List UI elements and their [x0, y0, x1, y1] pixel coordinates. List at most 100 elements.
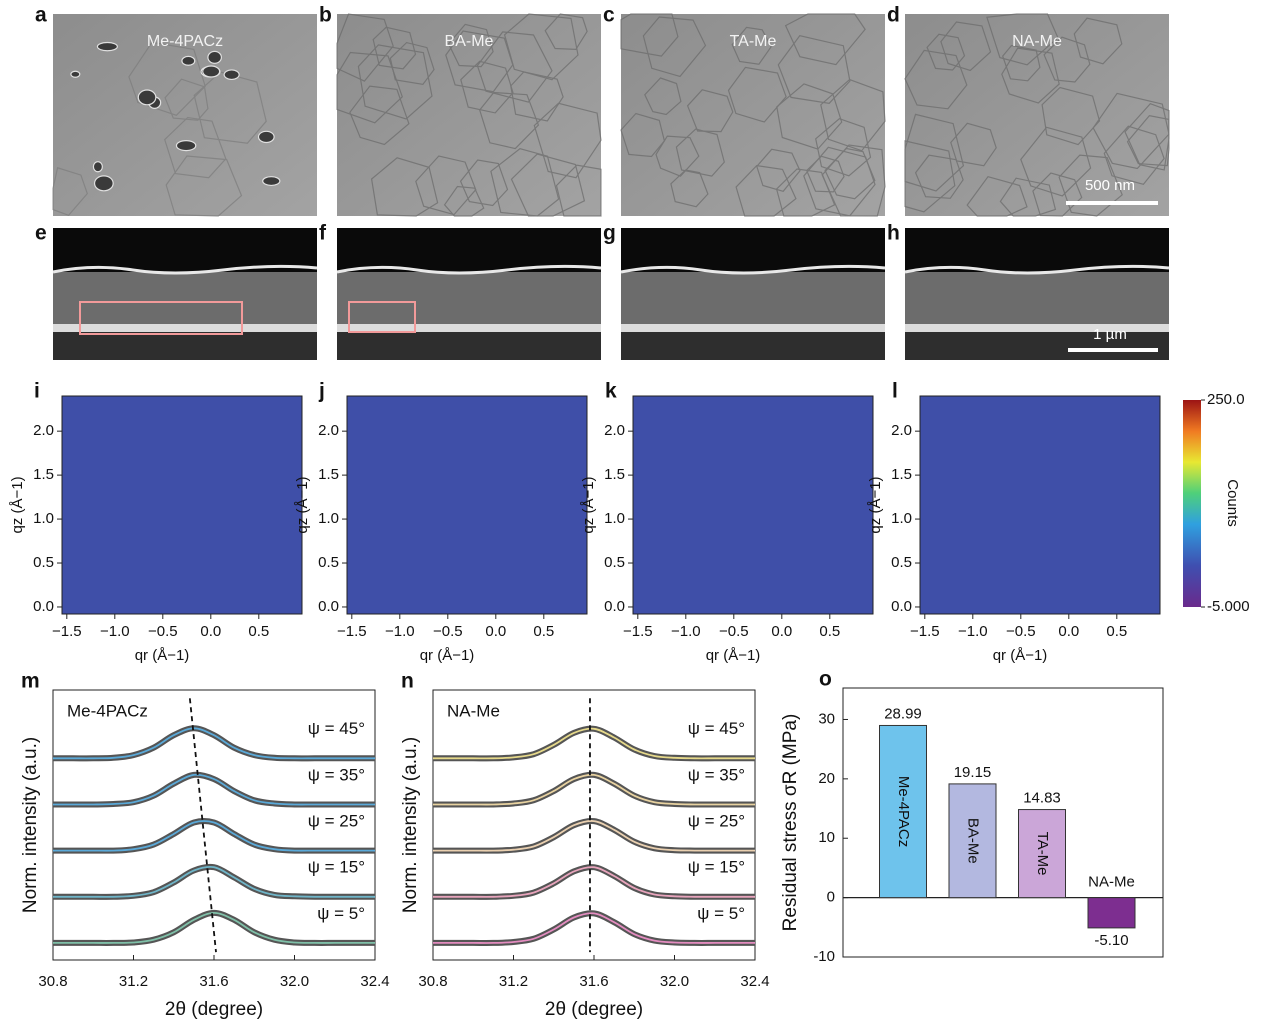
y-tick-label: 2.0	[891, 422, 912, 439]
grain	[503, 13, 579, 81]
x-tick-label: 0.0	[771, 623, 792, 640]
colorbar-tick-label: 250.0	[1207, 391, 1245, 408]
pinhole	[223, 69, 240, 81]
y-tick-label: 0.5	[604, 554, 625, 571]
pinhole	[202, 65, 221, 78]
bar	[948, 783, 997, 899]
y-tick-label: 1.5	[604, 466, 625, 483]
grain	[655, 135, 700, 177]
x-tick-label: 30.8	[418, 973, 447, 990]
x-tick-label: 32.0	[660, 973, 689, 990]
x-tick-label: 32.4	[740, 973, 769, 990]
pinhole	[257, 130, 275, 144]
y-axis-label: qz (Å−1)	[580, 476, 597, 533]
grain-boundaries	[52, 41, 267, 217]
value-label: 19.15	[954, 764, 992, 781]
x-tick-label: −1.0	[100, 623, 130, 640]
panel-letter: e	[35, 222, 47, 245]
x-tick-label: −1.5	[910, 623, 940, 640]
series-label: ψ = 5°	[697, 904, 745, 923]
grain	[950, 122, 997, 167]
y-tick-label: 2.0	[33, 422, 54, 439]
panel-letter: c	[603, 4, 615, 27]
pinhole	[92, 161, 103, 173]
grain	[1073, 17, 1123, 65]
top-surface	[52, 264, 318, 275]
y-axis-label: Norm. intensity (a.u.)	[20, 737, 41, 913]
grain	[1043, 36, 1091, 83]
grain	[803, 146, 876, 217]
series-label: ψ = 15°	[688, 858, 745, 877]
grain	[675, 128, 725, 177]
x-tick-label: 31.6	[199, 973, 228, 990]
x-tick-label: −1.5	[52, 623, 82, 640]
pinhole	[262, 176, 281, 187]
grain	[1103, 125, 1165, 185]
fit-curve	[433, 912, 755, 944]
grain	[389, 41, 435, 85]
y-tick-label: 1.0	[33, 510, 54, 527]
grain	[1032, 172, 1083, 217]
grain	[52, 167, 88, 217]
map-background	[920, 396, 1160, 614]
grain	[966, 176, 1028, 217]
pinhole	[96, 41, 118, 52]
value-label: 14.83	[1023, 790, 1061, 807]
x-tick-label: 30.8	[38, 973, 67, 990]
x-tick-label: 31.2	[499, 973, 528, 990]
series-label: ψ = 45°	[308, 719, 365, 738]
pinhole	[137, 89, 157, 106]
fit-curve	[53, 727, 375, 760]
panel-letter: j	[318, 380, 325, 403]
grain	[756, 148, 801, 192]
grain	[999, 177, 1057, 217]
grain	[784, 13, 866, 66]
panel-letter: h	[887, 222, 900, 245]
panel-letter: o	[819, 668, 832, 691]
grain	[670, 169, 709, 208]
grain	[1002, 44, 1041, 82]
panel-letter: f	[319, 222, 327, 245]
grain	[443, 185, 485, 217]
fit-curve	[52, 865, 375, 898]
inset-title: Me-4PACz	[67, 701, 148, 720]
category-label: NA-Me	[1088, 874, 1135, 891]
grain	[370, 157, 439, 217]
series-label: ψ = 45°	[688, 719, 745, 738]
grain	[164, 116, 227, 179]
x-tick-label: −1.0	[671, 623, 701, 640]
substrate	[905, 332, 1169, 360]
y-tick-label: 0.5	[318, 554, 339, 571]
y-tick-label: 20	[818, 770, 835, 787]
grain	[731, 26, 772, 65]
x-tick-label: 0.5	[248, 623, 269, 640]
grain	[642, 16, 707, 78]
pinhole	[207, 50, 222, 64]
fit-curve	[433, 773, 755, 806]
substrate-line	[53, 324, 317, 332]
grain	[165, 155, 243, 217]
y-tick-label: 30	[818, 710, 835, 727]
category-label: BA-Me	[965, 818, 982, 864]
grain	[926, 33, 966, 71]
grain	[821, 144, 886, 217]
grain	[459, 159, 509, 207]
panel-letter: g	[603, 222, 616, 245]
fit-curve	[53, 773, 375, 806]
colorbar-tick-label: -5.000	[1207, 598, 1250, 615]
sem-label: Me-4PACz	[147, 33, 223, 50]
x-tick-label: 31.2	[119, 973, 148, 990]
fit-curve	[53, 911, 375, 944]
pinhole	[175, 140, 197, 152]
sem-image	[621, 14, 885, 216]
grain	[1124, 102, 1170, 171]
substrate	[621, 332, 885, 360]
grain	[128, 41, 206, 116]
guide-line	[188, 698, 217, 953]
fit-curve	[432, 866, 755, 898]
grain	[904, 140, 956, 213]
substrate-line	[621, 324, 885, 332]
x-tick-label: 31.6	[579, 973, 608, 990]
x-axis-label: qr (Å−1)	[706, 647, 761, 664]
